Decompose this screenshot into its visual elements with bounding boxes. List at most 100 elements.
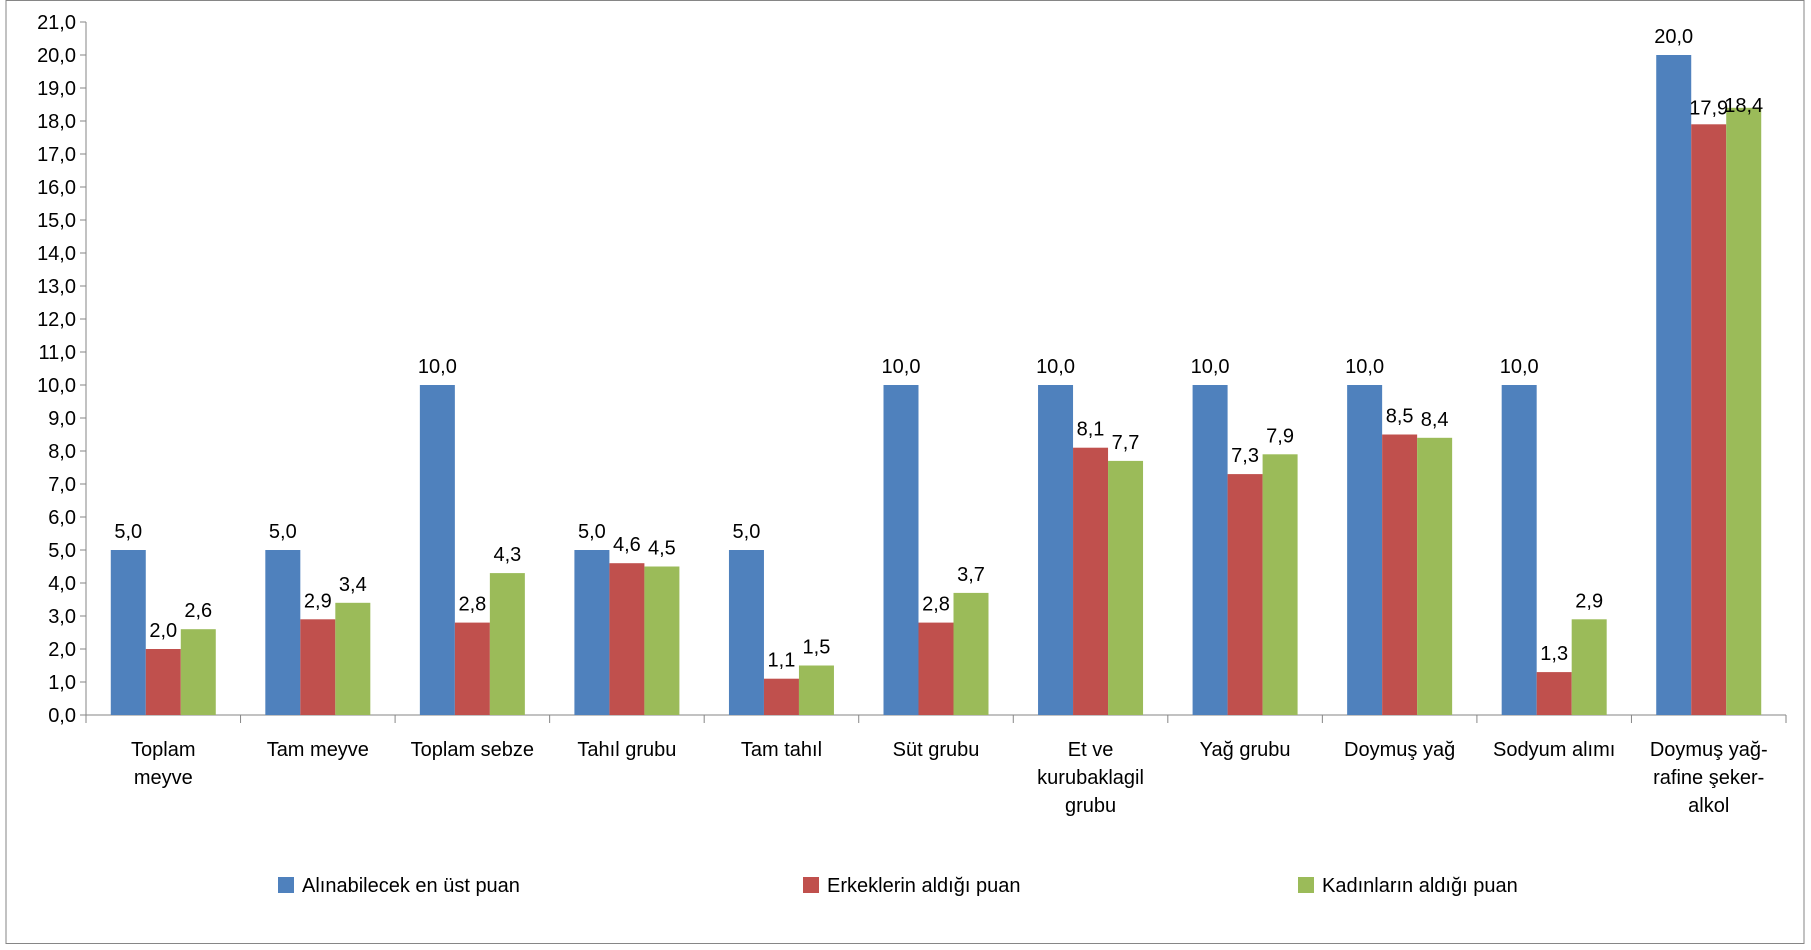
bar	[1571, 619, 1607, 715]
x-tick-label: Sodyum alımı	[1493, 739, 1615, 761]
legend-item: Alınabilecek en üst puan	[278, 875, 520, 897]
bar	[1347, 385, 1383, 715]
bar	[419, 385, 455, 715]
data-label: 10,0	[1345, 356, 1384, 378]
bar	[454, 622, 490, 715]
bars	[110, 55, 1762, 716]
data-label: 8,5	[1386, 406, 1414, 428]
bar	[798, 665, 834, 715]
data-label: 2,9	[1575, 590, 1603, 612]
y-tick-label: 5,0	[48, 540, 76, 562]
y-tick-label: 2,0	[48, 639, 76, 661]
x-tick-label: Et ve kurubaklagil grubu	[1037, 739, 1144, 817]
y-tick-label: 21,0	[37, 12, 76, 34]
data-label: 2,9	[304, 590, 332, 612]
data-label: 10,0	[1500, 356, 1539, 378]
data-label: 2,0	[149, 620, 177, 642]
bar	[953, 592, 989, 715]
bar	[918, 622, 954, 715]
x-tick-label: Süt grubu	[893, 739, 980, 761]
y-tick-label: 17,0	[37, 144, 76, 166]
data-label: 4,5	[648, 538, 676, 560]
data-label: 5,0	[578, 521, 606, 543]
bar-labels: 5,0 2,0 2,6 5,0 2,9 3,4 10,0 2,8 4,3 5,0 4,6 4,5 5,0…	[114, 26, 1763, 672]
data-label: 4,3	[493, 544, 521, 566]
data-label: 7,3	[1231, 445, 1259, 467]
bar	[180, 629, 216, 715]
x-tick-label: Doymuş yağ	[1344, 739, 1455, 761]
bar	[1501, 385, 1537, 715]
y-axis: 0,0 1,0 2,0 3,0 4,0 5,0 6,0 7,0 8,0 9,0 10,0 11,0 12…	[37, 12, 87, 727]
bar	[1108, 460, 1144, 715]
bar	[1038, 385, 1074, 715]
data-label: 5,0	[114, 521, 142, 543]
legend-item: Kadınların aldığı puan	[1298, 875, 1518, 897]
bar	[1726, 107, 1762, 716]
y-tick-label: 0,0	[48, 705, 76, 727]
y-tick-label: 11,0	[39, 342, 76, 364]
data-label: 5,0	[269, 521, 297, 543]
data-label: 3,4	[339, 574, 367, 596]
bar	[574, 550, 610, 715]
x-tick-label: Toplam sebze	[411, 739, 534, 761]
legend-swatch	[1298, 877, 1314, 893]
x-tick-label: Yağ grubu	[1200, 739, 1291, 761]
data-label: 5,0	[733, 521, 761, 543]
y-tick-label: 8,0	[48, 441, 76, 463]
bar	[728, 550, 764, 715]
data-label: 8,4	[1421, 409, 1449, 431]
y-tick-label: 13,0	[37, 276, 76, 298]
data-label: 10,0	[882, 356, 921, 378]
y-tick-label: 15,0	[37, 210, 76, 232]
bar	[883, 385, 919, 715]
bar	[110, 550, 146, 715]
data-label: 18,4	[1724, 95, 1763, 117]
bar	[489, 573, 525, 715]
data-label: 10,0	[418, 356, 457, 378]
y-tick-label: 20,0	[37, 45, 76, 67]
data-label: 20,0	[1654, 26, 1693, 48]
y-tick-label: 6,0	[48, 507, 76, 529]
y-tick-label: 4,0	[48, 573, 76, 595]
data-label: 2,8	[922, 594, 950, 616]
data-label: 2,8	[458, 594, 486, 616]
bar	[1192, 385, 1228, 715]
bar	[609, 563, 645, 715]
y-tick-label: 19,0	[37, 78, 76, 100]
bar	[145, 649, 181, 715]
data-label: 1,5	[803, 637, 831, 659]
bar	[1227, 474, 1263, 715]
y-tick-label: 18,0	[37, 111, 76, 133]
bar	[1417, 437, 1453, 715]
data-label: 17,9	[1689, 97, 1728, 119]
y-tick-label: 12,0	[37, 309, 76, 331]
data-label: 10,0	[1036, 356, 1075, 378]
bar	[1536, 672, 1572, 715]
bar	[335, 602, 371, 715]
y-tick-label: 9,0	[48, 408, 76, 430]
data-label: 8,1	[1077, 419, 1105, 441]
bar	[265, 550, 301, 715]
x-tick-label: Tam meyve	[267, 739, 369, 761]
bar	[300, 619, 336, 715]
bar	[1073, 447, 1109, 715]
data-label: 7,9	[1266, 425, 1294, 447]
y-tick-label: 3,0	[48, 606, 76, 628]
legend-label: Kadınların aldığı puan	[1322, 875, 1518, 897]
y-tick-label: 1,0	[48, 672, 76, 694]
data-label: 2,6	[184, 600, 212, 622]
data-label: 1,3	[1540, 643, 1568, 665]
legend-label: Erkeklerin aldığı puan	[827, 875, 1020, 897]
x-tick-label: Toplam meyve	[131, 739, 195, 789]
legend-swatch	[278, 877, 294, 893]
bar	[763, 678, 799, 715]
data-label: 10,0	[1191, 356, 1230, 378]
data-label: 1,1	[768, 650, 796, 672]
y-tick-label: 10,0	[37, 375, 76, 397]
bar	[1382, 434, 1418, 715]
y-tick-label: 7,0	[48, 474, 76, 496]
data-label: 4,6	[613, 534, 641, 556]
x-tick-label: Doymuş yağ-rafine şeker-alkol	[1650, 739, 1768, 817]
